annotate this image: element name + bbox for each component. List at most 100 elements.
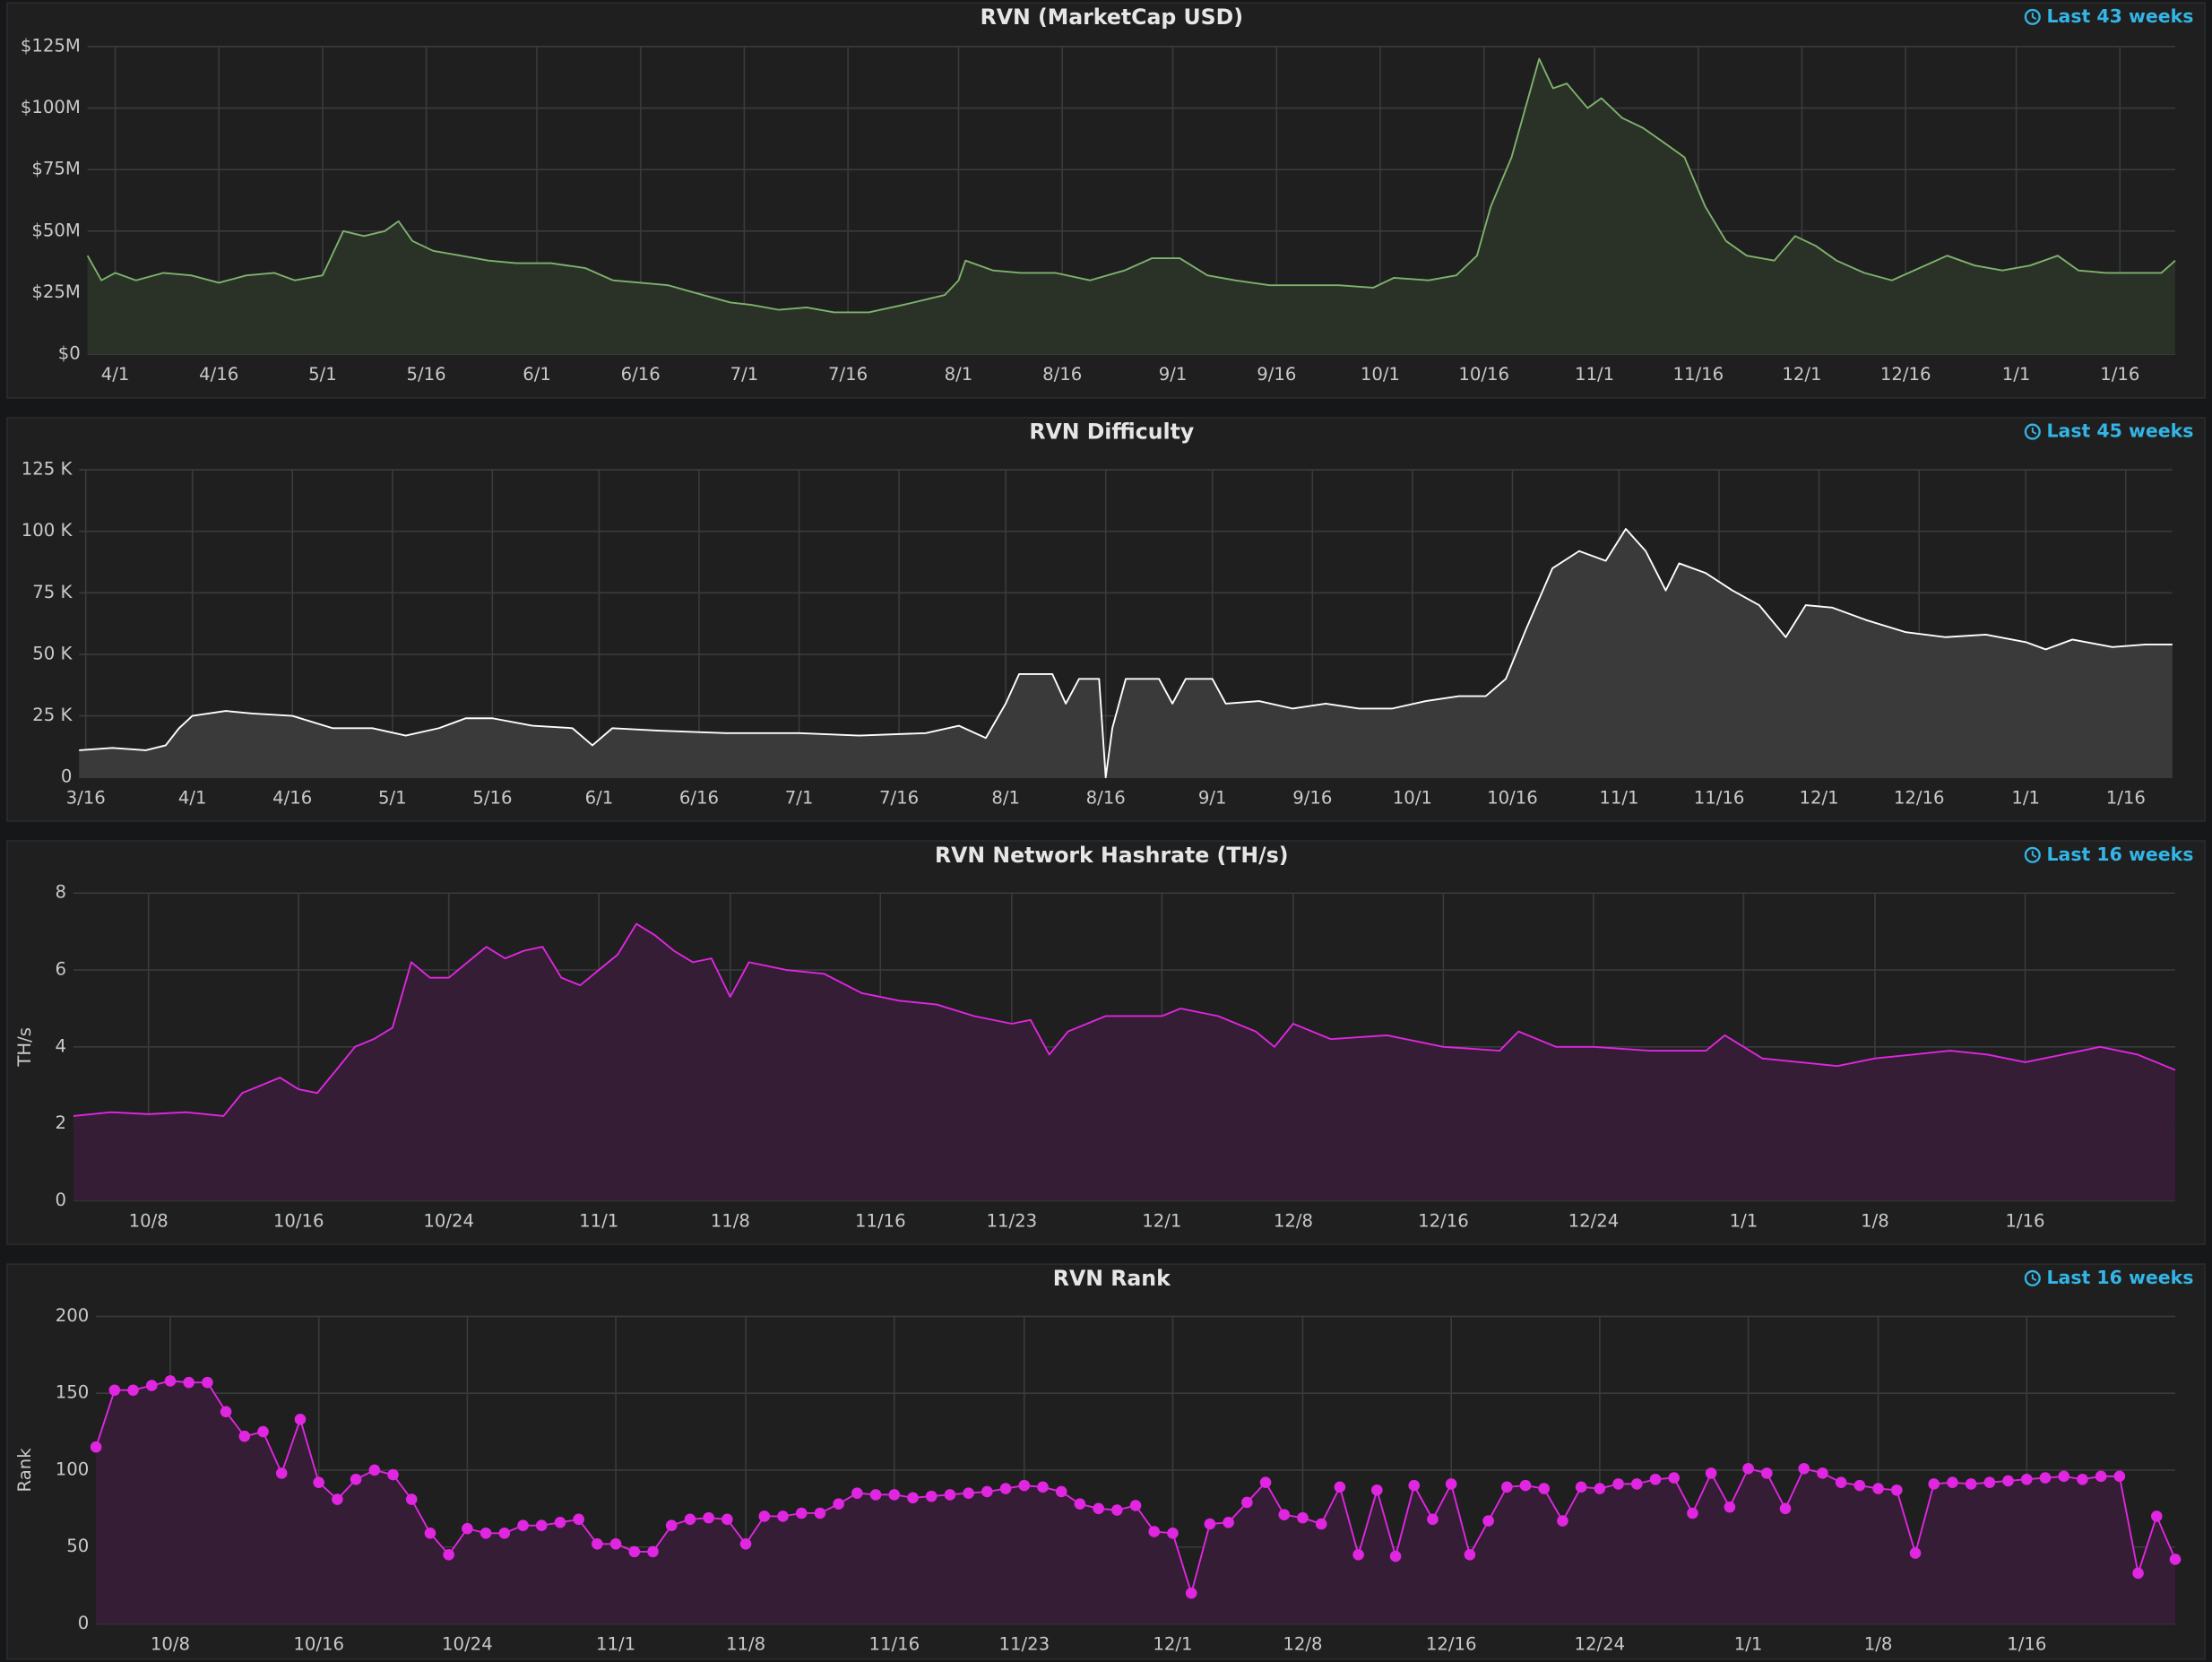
x-tick-label: 4/16 bbox=[272, 787, 312, 808]
point bbox=[2077, 1473, 2088, 1485]
x-tick-label: 11/23 bbox=[987, 1210, 1038, 1231]
y-tick-label: 0 bbox=[78, 1613, 90, 1633]
x-tick-label: 5/16 bbox=[407, 364, 446, 385]
panel-title: RVN Network Hashrate (TH/s) bbox=[935, 843, 1289, 868]
point bbox=[2058, 1470, 2069, 1483]
x-tick-label: 12/16 bbox=[1880, 364, 1931, 385]
point bbox=[1760, 1467, 1773, 1479]
y-tick-label: 50 K bbox=[32, 643, 73, 663]
y-tick-label: 0 bbox=[61, 766, 73, 787]
clock-icon bbox=[2024, 8, 2041, 25]
point bbox=[202, 1376, 213, 1389]
point bbox=[1872, 1483, 1884, 1494]
point bbox=[1167, 1527, 1179, 1539]
point bbox=[1204, 1518, 1216, 1530]
point bbox=[777, 1511, 789, 1522]
point bbox=[294, 1414, 307, 1425]
x-tick-label: 11/16 bbox=[855, 1210, 906, 1231]
point bbox=[1352, 1549, 1364, 1561]
x-tick-label: 12/1 bbox=[1142, 1210, 1181, 1231]
point bbox=[609, 1538, 622, 1550]
x-tick-label: 10/16 bbox=[1458, 364, 1509, 385]
y-tick-label: $100M bbox=[21, 97, 81, 117]
x-tick-label: 3/16 bbox=[66, 787, 106, 808]
x-tick-label: 12/24 bbox=[1575, 1634, 1626, 1655]
point bbox=[1185, 1587, 1197, 1599]
x-tick-label: 1/8 bbox=[1861, 1210, 1889, 1231]
y-tick-label: 50 bbox=[66, 1536, 89, 1556]
x-tick-label: 5/1 bbox=[308, 364, 337, 385]
point bbox=[647, 1545, 659, 1558]
x-tick-label: 11/16 bbox=[868, 1634, 920, 1655]
point bbox=[573, 1513, 584, 1526]
x-tick-label: 11/1 bbox=[579, 1210, 618, 1231]
point bbox=[1928, 1478, 1940, 1490]
point bbox=[1389, 1550, 1402, 1562]
y-tick-label: 6 bbox=[56, 959, 67, 980]
point bbox=[424, 1527, 436, 1539]
point bbox=[554, 1516, 566, 1528]
area-fill bbox=[87, 58, 2175, 355]
point bbox=[999, 1483, 1012, 1494]
x-tick-label: 12/16 bbox=[1426, 1634, 1477, 1655]
x-tick-label: 11/1 bbox=[1599, 787, 1638, 808]
x-tick-label: 12/8 bbox=[1274, 1210, 1313, 1231]
point bbox=[1649, 1473, 1662, 1485]
x-tick-label: 5/1 bbox=[378, 787, 407, 808]
x-tick-label: 7/16 bbox=[879, 787, 919, 808]
point bbox=[108, 1384, 121, 1397]
point bbox=[758, 1511, 771, 1522]
point bbox=[1631, 1478, 1643, 1490]
point bbox=[275, 1467, 288, 1479]
x-tick-label: 8/16 bbox=[1086, 787, 1126, 808]
point bbox=[963, 1487, 974, 1499]
point bbox=[1297, 1511, 1309, 1524]
point bbox=[592, 1538, 603, 1550]
clock-icon bbox=[2024, 1269, 2041, 1286]
clock-icon bbox=[2024, 423, 2041, 440]
point bbox=[1575, 1481, 1587, 1493]
point bbox=[313, 1476, 324, 1488]
y-tick-label: 200 bbox=[56, 1305, 90, 1326]
point bbox=[1334, 1481, 1346, 1493]
series-line bbox=[86, 57, 2176, 314]
x-tick-label: 1/16 bbox=[2005, 1210, 2044, 1231]
point bbox=[1965, 1478, 1977, 1490]
x-tick-label: 1/1 bbox=[1734, 1634, 1763, 1655]
point bbox=[907, 1492, 919, 1504]
x-tick-label: 9/1 bbox=[1159, 364, 1188, 385]
point bbox=[1519, 1479, 1532, 1492]
point bbox=[257, 1425, 269, 1438]
point bbox=[498, 1527, 511, 1539]
point bbox=[145, 1380, 158, 1391]
x-tick-label: 11/8 bbox=[726, 1634, 765, 1655]
clock-hand bbox=[2031, 13, 2037, 21]
point bbox=[665, 1519, 678, 1532]
x-tick-label: 5/16 bbox=[472, 787, 512, 808]
x-tick-label: 11/16 bbox=[1694, 787, 1745, 808]
x-tick-label: 11/1 bbox=[596, 1634, 635, 1655]
x-tick-label: 1/1 bbox=[2011, 787, 2040, 808]
point bbox=[1853, 1479, 1866, 1492]
point bbox=[220, 1406, 232, 1418]
point bbox=[90, 1441, 102, 1453]
area-fill bbox=[79, 529, 2173, 778]
point bbox=[1668, 1472, 1681, 1484]
y-axis-label: Rank bbox=[14, 1448, 35, 1493]
x-tick-label: 4/1 bbox=[101, 364, 130, 385]
series-line bbox=[79, 528, 2173, 779]
time-range: Last 45 weeks bbox=[2047, 420, 2194, 442]
point bbox=[1724, 1501, 1736, 1513]
point bbox=[1427, 1513, 1439, 1526]
clock-hand bbox=[2031, 427, 2037, 435]
y-tick-label: 75 K bbox=[32, 582, 73, 602]
time-range: Last 16 weeks bbox=[2047, 844, 2194, 865]
x-tick-label: 12/1 bbox=[1800, 787, 1839, 808]
point bbox=[1259, 1476, 1272, 1488]
y-tick-label: 150 bbox=[56, 1382, 90, 1403]
x-tick-label: 12/16 bbox=[1418, 1210, 1469, 1231]
point bbox=[127, 1384, 139, 1397]
point bbox=[1223, 1516, 1234, 1528]
y-tick-label: $75M bbox=[31, 159, 80, 179]
point bbox=[981, 1485, 993, 1498]
